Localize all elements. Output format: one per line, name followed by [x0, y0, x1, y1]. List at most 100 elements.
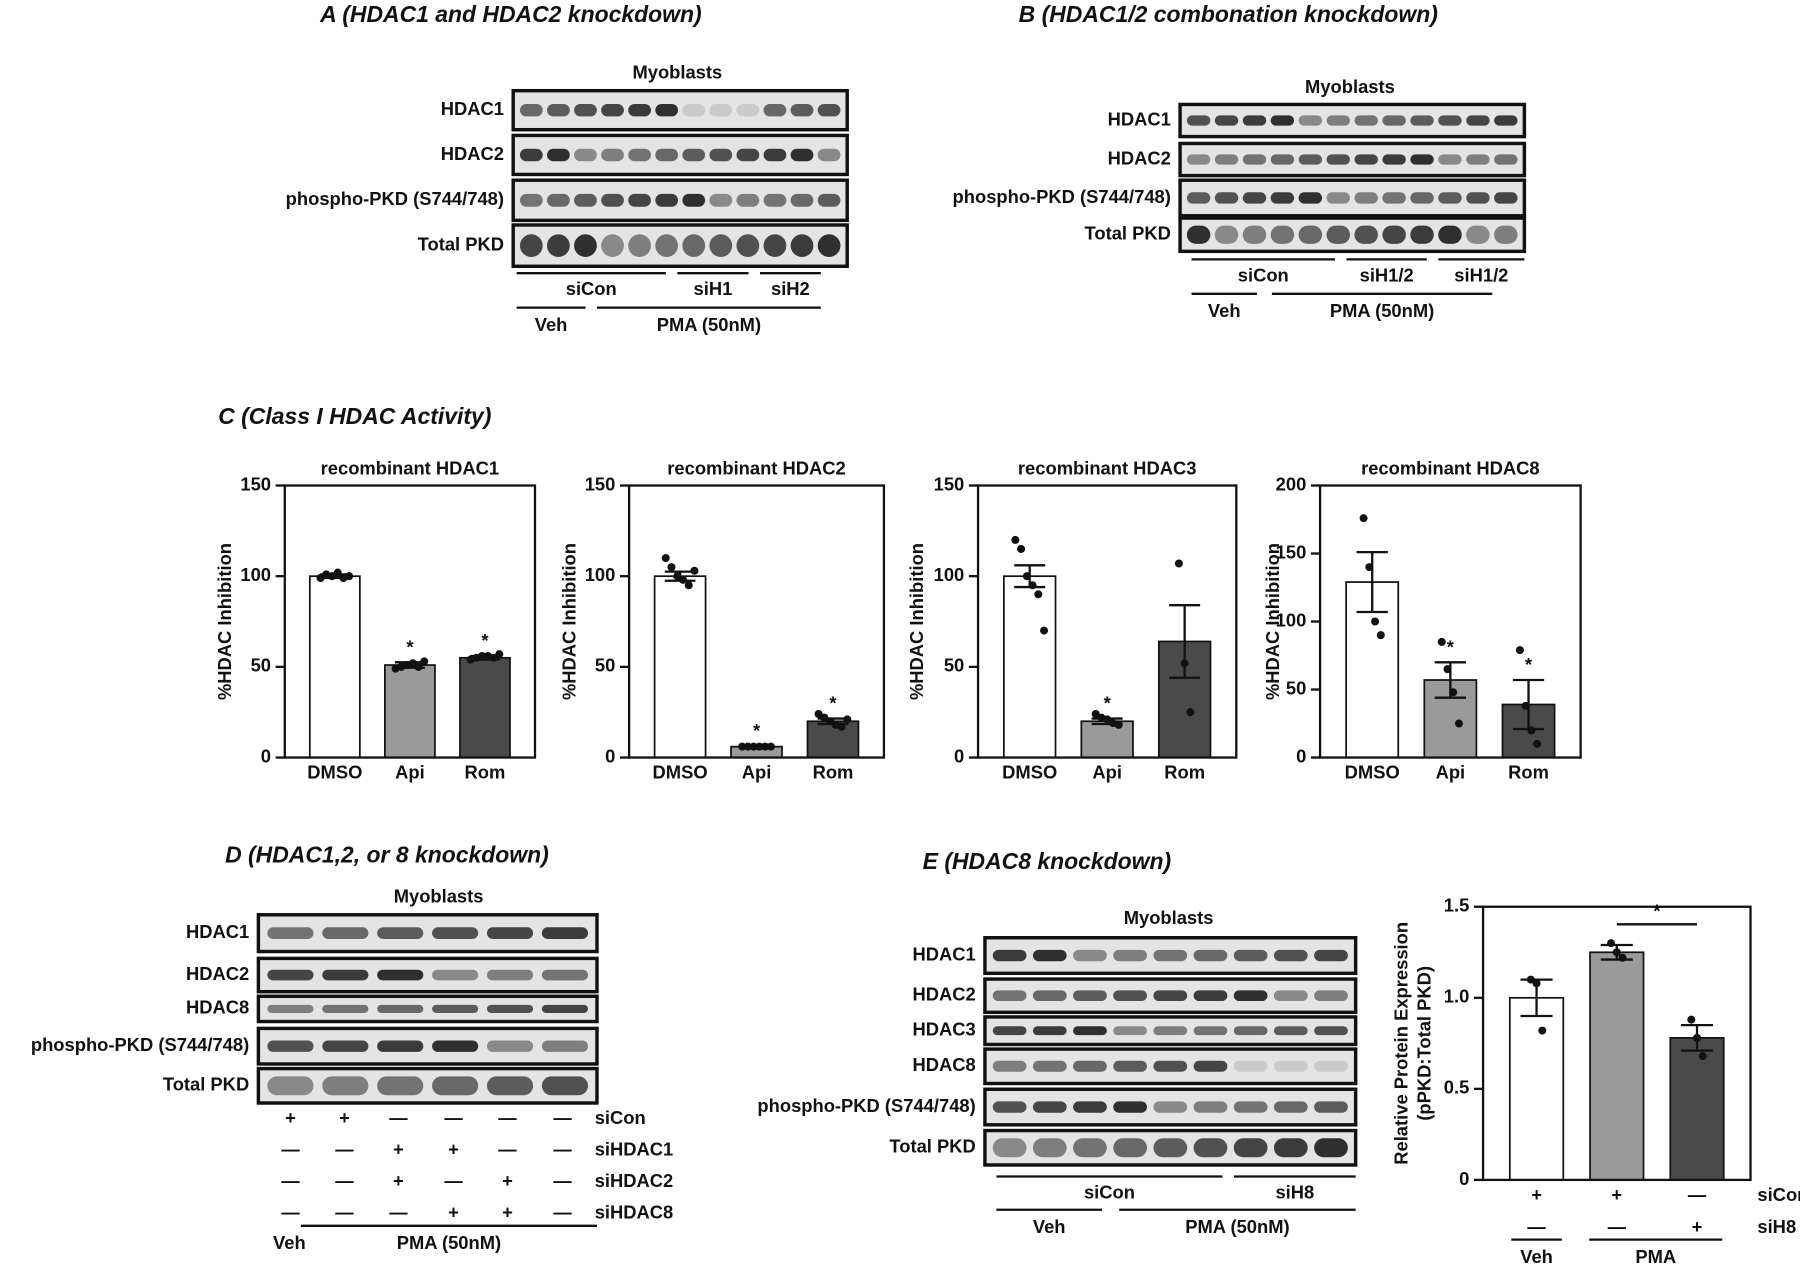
x-tick-label: DMSO	[653, 761, 708, 782]
blot-row-label: HDAC8	[186, 997, 249, 1018]
blot-band	[817, 234, 841, 257]
blot-band	[790, 148, 814, 162]
blot-band	[709, 103, 733, 117]
blot-row-label: HDAC1	[1108, 108, 1171, 129]
significance: *	[753, 720, 761, 741]
blot-band	[1193, 1060, 1228, 1072]
group-label: siCon	[566, 278, 617, 299]
data-point	[414, 662, 423, 671]
condition-label: siCon	[1757, 1184, 1800, 1205]
blot-band	[1214, 225, 1239, 244]
data-point	[743, 742, 752, 751]
bar	[308, 575, 361, 759]
blot-band	[1153, 990, 1188, 1002]
significance: *	[829, 693, 837, 714]
group-label: siH1/2	[1360, 264, 1414, 285]
blot-band	[1186, 154, 1211, 165]
x-tick-label: Api	[742, 761, 772, 782]
panel-title: A (HDAC1 and HDAC2 knockdown)	[319, 1, 701, 27]
data-point	[820, 713, 829, 722]
condition-label: siHDAC8	[595, 1202, 674, 1223]
y-tick-label: 150	[585, 473, 616, 494]
y-tick-label: 0	[605, 745, 615, 766]
treatment-label: Veh	[1208, 300, 1241, 321]
blot-band	[432, 1076, 479, 1096]
x-tick-label: DMSO	[1002, 761, 1057, 782]
blot-band	[1153, 1026, 1188, 1036]
blot-band	[486, 927, 534, 940]
blot-frame	[256, 1066, 599, 1105]
condition-sign: —	[1608, 1216, 1627, 1237]
blot-band	[1073, 990, 1107, 1002]
blot-band	[1153, 1101, 1188, 1113]
chart-title: recombinant HDAC1	[321, 457, 500, 478]
data-point	[1091, 709, 1100, 719]
blot-band	[682, 148, 706, 162]
blot-band	[655, 103, 679, 117]
data-point	[690, 566, 699, 575]
blot-band	[1410, 154, 1434, 165]
data-point	[1532, 979, 1541, 988]
blot-band	[547, 193, 570, 207]
blot-band	[1382, 115, 1406, 126]
x-tick-label: Api	[395, 761, 425, 782]
blot-band	[1032, 1026, 1067, 1036]
treatment-label: Veh	[535, 314, 568, 335]
cell-label: Myoblasts	[1305, 76, 1395, 97]
plot-frame	[283, 484, 537, 759]
significance: *	[481, 630, 489, 651]
blot-band	[763, 148, 787, 162]
blot-band	[1410, 225, 1434, 244]
blot-row-label: phospho-PKD (S744/748)	[31, 1034, 249, 1055]
blot-row-label: Total PKD	[163, 1074, 249, 1095]
blot-band	[1466, 154, 1490, 165]
blot-band	[992, 1026, 1027, 1036]
significance: *	[406, 636, 414, 657]
blot-band	[1242, 192, 1267, 204]
y-tick-label: 200	[1276, 473, 1307, 494]
data-point	[333, 568, 342, 577]
blot-row-label: phospho-PKD (S744/748)	[953, 186, 1171, 207]
condition-sign: +	[502, 1170, 513, 1191]
blot-band	[655, 234, 679, 257]
blot-band	[1382, 154, 1406, 165]
data-point	[1607, 939, 1616, 948]
condition-sign: —	[553, 1107, 572, 1128]
blot-band	[736, 193, 760, 207]
data-point	[814, 709, 823, 719]
y-tick-label: 150	[240, 473, 271, 494]
data-point	[1533, 739, 1542, 748]
cell-label: Myoblasts	[394, 885, 484, 906]
blot-band	[628, 193, 651, 207]
blot-band	[1073, 1101, 1107, 1113]
blot-band	[1466, 115, 1490, 126]
blot-band	[541, 1040, 589, 1052]
blot-band	[1270, 225, 1295, 244]
blot-band	[1270, 192, 1295, 204]
error-bar	[1356, 551, 1388, 614]
blot-band	[1214, 115, 1239, 126]
blot-band	[1273, 1060, 1308, 1072]
condition-sign: —	[553, 1138, 572, 1159]
group-label: siH1/2	[1454, 264, 1508, 285]
data-point	[843, 715, 852, 724]
blot-band	[1314, 949, 1348, 962]
blot-band	[322, 927, 369, 940]
blot-band	[763, 234, 787, 257]
blot-band	[1073, 1138, 1107, 1158]
data-point	[761, 742, 770, 751]
group-label: siCon	[1084, 1182, 1135, 1203]
group-label: siH8	[1275, 1182, 1314, 1203]
blot-band	[1314, 1060, 1348, 1072]
data-point	[667, 563, 676, 572]
blot-band	[322, 1004, 369, 1013]
blot-band	[1233, 990, 1268, 1002]
blot-band	[432, 1040, 479, 1052]
treatment-label: PMA (50nM)	[657, 314, 761, 335]
bar	[806, 720, 860, 759]
blot-band	[1113, 1138, 1148, 1158]
blot-band	[1270, 154, 1295, 165]
blot-band	[1438, 225, 1462, 244]
blot-row-label: phospho-PKD (S744/748)	[757, 1095, 975, 1116]
data-point	[766, 742, 775, 751]
